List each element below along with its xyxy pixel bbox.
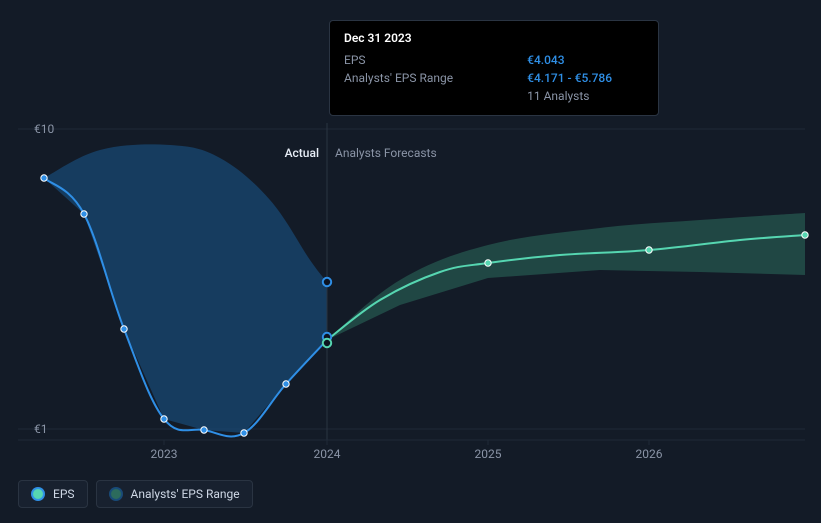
hover-tooltip: Dec 31 2023 EPS€4.043Analysts' EPS Range… [329,20,659,116]
eps-actual-marker[interactable] [161,416,167,422]
legend-swatch [31,487,45,501]
eps-actual-marker[interactable] [121,326,127,332]
x-tick-label: 2025 [475,447,502,461]
y-tick-label: €10 [34,122,54,136]
tooltip-row-value: €4.043 [527,51,644,69]
x-tick-label: 2024 [314,447,341,461]
tooltip-row-sub: 11 Analysts [527,87,644,105]
eps-forecast-marker[interactable] [802,232,808,238]
legend-label: Analysts' EPS Range [131,487,240,501]
legend-item[interactable]: EPS [18,480,88,508]
tooltip-table: EPS€4.043Analysts' EPS Range€4.171 - €5.… [344,51,644,105]
section-label-forecast: Analysts Forecasts [335,146,437,160]
tooltip-date: Dec 31 2023 [344,31,644,45]
legend-swatch [109,487,123,501]
eps-actual-marker[interactable] [283,381,289,387]
eps-forecast-marker[interactable] [485,260,491,266]
x-tick-label: 2023 [151,447,178,461]
eps-actual-marker[interactable] [241,430,247,436]
x-tick-label: 2026 [636,447,663,461]
tooltip-row-value: €4.171 - €5.786 [527,69,644,87]
y-tick-label: €1 [34,422,48,436]
eps-forecast-marker[interactable] [646,247,652,253]
tooltip-row-key: Analysts' EPS Range [344,69,527,87]
forecast-range-area [327,213,805,340]
eps-actual-marker[interactable] [41,175,47,181]
eps-actual-marker[interactable] [201,427,207,433]
legend-label: EPS [53,487,75,501]
actual-range-area [44,144,327,433]
section-label-actual: Actual [285,146,319,160]
legend: EPS Analysts' EPS Range [18,480,253,508]
tooltip-row-key: EPS [344,51,527,69]
eps-actual-marker[interactable] [81,211,87,217]
legend-item[interactable]: Analysts' EPS Range [96,480,253,508]
